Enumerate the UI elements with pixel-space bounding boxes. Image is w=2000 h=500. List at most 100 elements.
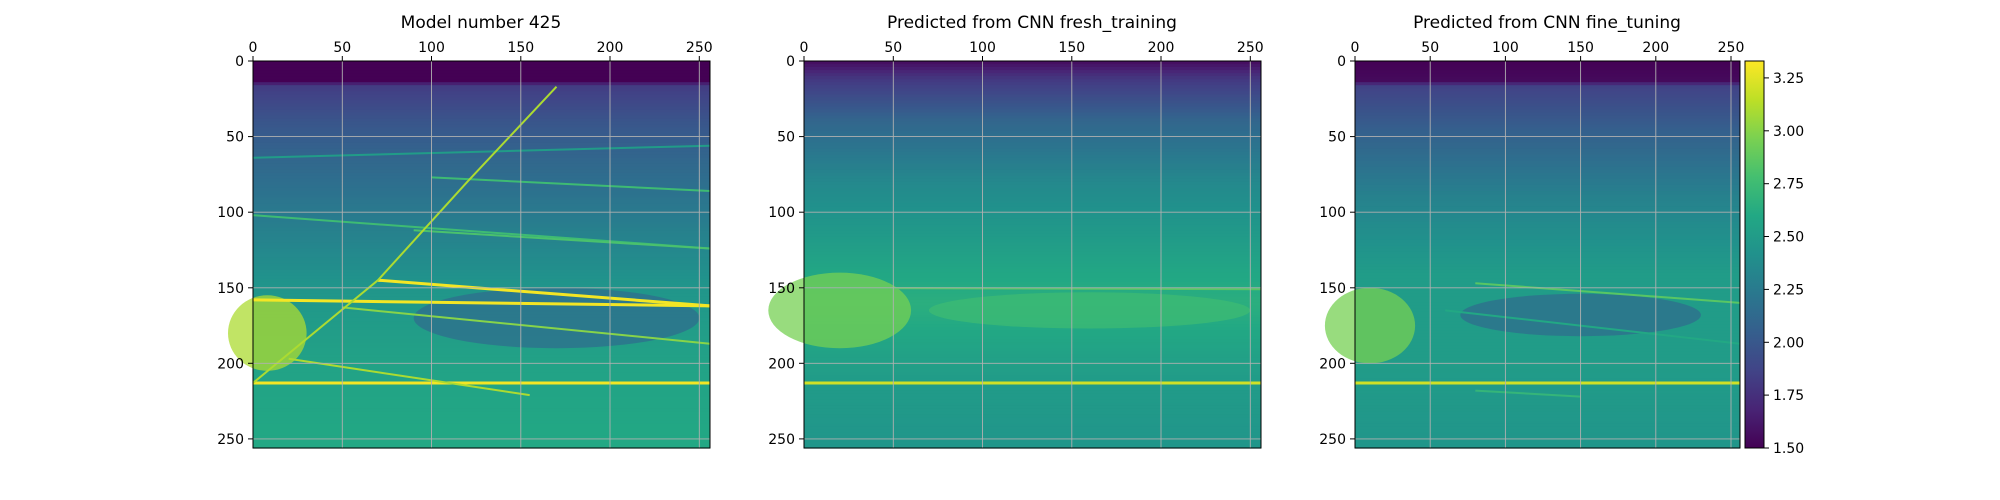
plot-frame xyxy=(252,60,711,449)
x-tick-label: 100 xyxy=(1492,40,1519,56)
colorbar-tick-label: 2.50 xyxy=(1773,230,1804,246)
heatmap-band xyxy=(804,127,1261,132)
heatmap-band xyxy=(804,284,1261,289)
heatmap-band xyxy=(253,70,710,74)
heatmap-band xyxy=(253,345,710,349)
heatmap-band xyxy=(1355,414,1740,419)
heatmap-band xyxy=(1355,417,1740,422)
heatmap-band xyxy=(1355,142,1740,147)
heatmap-band xyxy=(1355,79,1740,83)
colorbar-tick-label: 3.25 xyxy=(1773,71,1804,87)
heatmap-band xyxy=(1355,248,1740,253)
heatmap-band xyxy=(253,76,710,80)
heatmap-band xyxy=(253,145,710,150)
heatmap-band xyxy=(1355,163,1740,168)
heatmap-band xyxy=(804,181,1261,186)
heatmap-band xyxy=(804,70,1261,74)
heatmap-band xyxy=(1355,357,1740,361)
heatmap-band xyxy=(253,215,710,219)
heatmap-band xyxy=(1355,354,1740,358)
heatmap-band xyxy=(253,121,710,126)
y-tick-label: 50 xyxy=(1328,130,1346,146)
heatmap-band xyxy=(253,127,710,132)
heatmap-band xyxy=(1355,133,1740,138)
y-tick-label: 0 xyxy=(1337,54,1346,70)
heatmap-reflector xyxy=(413,229,711,250)
heatmap-band xyxy=(253,166,710,171)
heatmap-band xyxy=(1355,197,1740,201)
x-tick-label: 200 xyxy=(597,40,624,56)
heatmap-band xyxy=(253,251,710,256)
y-axis: 0 50 100 150 200 250 xyxy=(217,54,253,448)
heatmap-band xyxy=(253,426,710,431)
heatmap-band xyxy=(804,106,1261,110)
heatmap-band xyxy=(1355,100,1740,104)
heatmap-band xyxy=(253,118,710,123)
heatmap-band xyxy=(1355,420,1740,425)
heatmap-band xyxy=(253,160,710,165)
y-tick-label: 250 xyxy=(768,432,795,448)
heatmap-band xyxy=(804,79,1261,83)
heatmap-band xyxy=(1355,242,1740,247)
heatmap-band xyxy=(253,130,710,135)
heatmap-band xyxy=(804,363,1261,367)
heatmap-band xyxy=(253,221,710,225)
heatmap-band xyxy=(253,254,710,259)
heatmap-band xyxy=(804,423,1261,428)
heatmap-band xyxy=(804,360,1261,364)
heatmap-band xyxy=(1355,260,1740,265)
heatmap-band xyxy=(804,342,1261,346)
heatmap-band xyxy=(1355,118,1740,123)
heatmap-band xyxy=(253,236,710,240)
heatmap-band xyxy=(804,438,1261,443)
heatmap-band xyxy=(1355,91,1740,95)
y-tick-label: 100 xyxy=(1319,205,1346,221)
heatmap-band xyxy=(253,181,710,186)
heatmap-band xyxy=(1355,378,1740,383)
heatmap-band xyxy=(804,432,1261,437)
colorbar-tick-label: 1.50 xyxy=(1773,441,1804,457)
heatmap-band xyxy=(804,408,1261,413)
heatmap-band xyxy=(804,275,1261,280)
heatmap-band xyxy=(1355,423,1740,428)
heatmap-band xyxy=(253,248,710,253)
heatmap-band xyxy=(804,429,1261,434)
heatmap-band xyxy=(1355,339,1740,343)
heatmap-band xyxy=(1355,227,1740,231)
x-tick-label: 200 xyxy=(1642,40,1669,56)
heatmap-band xyxy=(1355,399,1740,404)
heatmap-band xyxy=(253,187,710,192)
heatmap-reflector xyxy=(288,357,530,397)
heatmap-band xyxy=(804,97,1261,101)
heatmap-band xyxy=(253,378,710,383)
heatmap-band xyxy=(1355,236,1740,240)
heatmap-band xyxy=(253,384,710,389)
heatmap-band xyxy=(1355,73,1740,77)
heatmap-band xyxy=(804,435,1261,440)
heatmap-band xyxy=(253,112,710,117)
heatmap-band xyxy=(804,194,1261,198)
heatmap-band xyxy=(804,290,1261,295)
heatmap-band xyxy=(804,330,1261,334)
heatmap-band xyxy=(253,67,710,71)
y-tick-label: 150 xyxy=(217,281,244,297)
heatmap-band xyxy=(804,414,1261,419)
heatmap-band xyxy=(1355,124,1740,129)
heatmap-band xyxy=(804,118,1261,123)
heatmap-band xyxy=(253,103,710,107)
heatmap-band xyxy=(1355,127,1740,132)
heatmap-band xyxy=(253,435,710,440)
heatmap-band xyxy=(804,378,1261,383)
heatmap-band xyxy=(1355,435,1740,440)
heatmap-band xyxy=(1355,200,1740,204)
heatmap-band xyxy=(253,184,710,189)
heatmap-band xyxy=(1355,106,1740,110)
heatmap-band xyxy=(804,94,1261,98)
colorbar-tick-label: 1.75 xyxy=(1773,388,1804,404)
y-tick-label: 0 xyxy=(235,54,244,70)
heatmap-band xyxy=(1355,254,1740,259)
heatmap-band xyxy=(804,124,1261,129)
heatmap-band xyxy=(253,417,710,422)
heatmap-band xyxy=(804,88,1261,92)
heatmap-band xyxy=(1355,209,1740,213)
